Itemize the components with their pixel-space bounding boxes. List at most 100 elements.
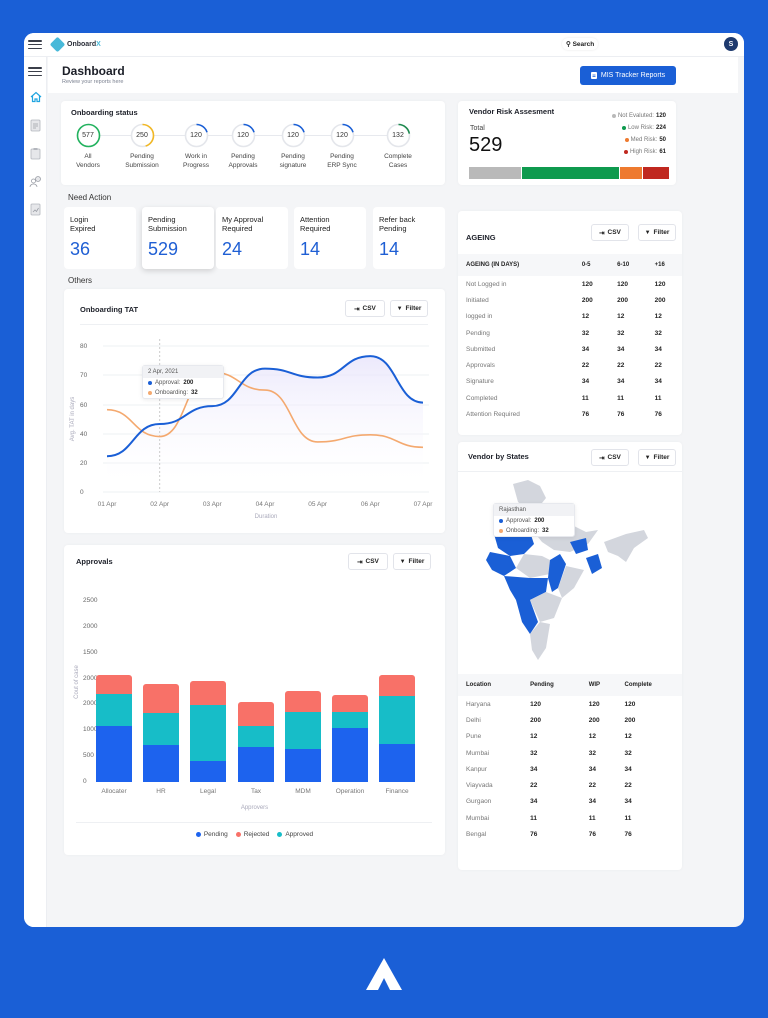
menu-icon[interactable] xyxy=(28,40,42,49)
legend-item[interactable]: Approved xyxy=(277,831,313,838)
search-button[interactable]: ⚲ Search xyxy=(562,38,599,50)
tat-line-chart[interactable]: 0 20 40 60 70 80 01 Apr 02 Apr 03 Apr 04 Apr 05 Ap… xyxy=(64,289,445,533)
column-header: 6-10 xyxy=(609,254,647,276)
filter-icon: ▼ xyxy=(399,558,406,565)
x-tick: Finance xyxy=(385,788,409,795)
filter-button[interactable]: ▼ Filter xyxy=(638,224,676,241)
svg-text:40: 40 xyxy=(80,431,88,438)
page-title: Dashboard xyxy=(62,64,125,78)
progress-ring: 120 xyxy=(231,123,256,148)
status-item[interactable]: 577 All Vendors xyxy=(61,123,115,170)
need-action-value: 36 xyxy=(70,239,91,259)
need-action-card[interactable]: Login Expired 36 xyxy=(64,207,136,269)
bar-mdm[interactable] xyxy=(285,691,321,782)
status-label: ERP Sync xyxy=(327,162,357,169)
status-item[interactable]: 120 Pending Approvals xyxy=(216,123,270,170)
x-tick: Legal xyxy=(200,788,216,795)
svg-text:02 Apr: 02 Apr xyxy=(150,501,170,508)
map-tooltip: Rajasthan Approval: 200 Onboarding: 32 xyxy=(493,503,575,537)
export-icon: ⇥ xyxy=(354,305,360,313)
x-tick: HR xyxy=(156,788,166,795)
need-action-card[interactable]: My Approval Required 24 xyxy=(216,207,288,269)
progress-ring: 120 xyxy=(281,123,306,148)
table-row: Haryana 120 120 120 xyxy=(466,700,636,708)
filter-icon: ▼ xyxy=(396,305,403,312)
export-icon: ⇥ xyxy=(599,454,605,462)
csv-button[interactable]: ⇥ CSV xyxy=(591,224,629,241)
table-row: logged in 12 12 12 xyxy=(466,313,662,321)
status-value: 120 xyxy=(287,132,299,139)
risk-segment[interactable] xyxy=(521,167,619,179)
onboarding-tat-card: Onboarding TAT ⇥ CSV ▼ Filter 0 20 40 60 70 80 0… xyxy=(64,289,445,533)
x-tick: Operation xyxy=(335,788,365,795)
sidebar-menu-icon[interactable] xyxy=(28,67,42,76)
users-settings-icon[interactable] xyxy=(29,174,42,188)
csv-button[interactable]: ⇥ CSV xyxy=(345,300,385,317)
csv-button[interactable]: ⇥ CSV xyxy=(591,449,629,466)
bar-tax[interactable] xyxy=(238,702,274,782)
mis-tracker-reports-button[interactable]: MIS Tracker Reports xyxy=(580,66,676,85)
status-label: Submission xyxy=(125,162,159,169)
status-value: 120 xyxy=(336,132,348,139)
table-row: Viayvada 22 22 22 xyxy=(466,782,632,790)
svg-text:20: 20 xyxy=(80,460,88,467)
card-title: Approvals xyxy=(76,557,113,566)
filter-button[interactable]: ▼ Filter xyxy=(638,449,676,466)
filter-button[interactable]: ▼ Filter xyxy=(390,300,428,317)
svg-text:70: 70 xyxy=(80,372,88,379)
export-icon: ⇥ xyxy=(599,229,605,237)
bar-legal[interactable] xyxy=(190,680,226,782)
bar-finance[interactable] xyxy=(379,675,415,782)
status-item[interactable]: 120 Work in Progress xyxy=(169,123,223,170)
clipboard-icon[interactable] xyxy=(29,146,42,160)
legend-item[interactable]: Pending xyxy=(195,831,228,838)
status-item[interactable]: 120 Pending ERP Sync xyxy=(315,123,369,170)
bar-operation[interactable] xyxy=(332,694,368,782)
svg-text:80: 80 xyxy=(80,343,88,350)
bar-hr[interactable] xyxy=(143,684,179,782)
legend-item[interactable]: Rejected xyxy=(235,831,269,838)
y-tick: 1000 xyxy=(83,726,98,734)
progress-ring: 120 xyxy=(184,123,209,148)
csv-button[interactable]: ⇥ CSV xyxy=(348,553,388,570)
progress-ring: 120 xyxy=(330,123,355,148)
y-tick: 1500 xyxy=(83,648,98,656)
table-row: Initiated 200 200 200 xyxy=(466,296,666,304)
status-item[interactable]: 120 Pending signature xyxy=(266,123,320,170)
status-label: Pending xyxy=(281,153,305,160)
report-icon[interactable] xyxy=(29,202,42,216)
status-value: 132 xyxy=(392,132,404,139)
filter-button[interactable]: ▼ Filter xyxy=(393,553,431,570)
status-item[interactable]: 250 Pending Submission xyxy=(115,123,169,170)
need-action-card[interactable]: Refer back Pending 14 xyxy=(373,207,445,269)
risk-segment[interactable] xyxy=(619,167,642,179)
status-value: 250 xyxy=(136,132,148,139)
svg-text:06 Apr: 06 Apr xyxy=(361,501,381,508)
need-action-card[interactable]: Attention Required 14 xyxy=(294,207,366,269)
column-header: WIP xyxy=(580,674,617,696)
status-item[interactable]: 132 Complete Cases xyxy=(371,123,425,170)
others-heading: Others xyxy=(68,276,93,285)
y-tick: 500 xyxy=(83,752,94,760)
risk-segment[interactable] xyxy=(469,167,521,179)
table-row: Mumbai 11 11 11 xyxy=(466,814,632,822)
avatar[interactable]: S xyxy=(724,37,738,51)
need-action-card[interactable]: Pending Submission 529 xyxy=(142,207,214,269)
app-logo[interactable]: Onboard X xyxy=(49,36,101,53)
bar-allocater[interactable] xyxy=(96,675,132,782)
export-icon: ⇥ xyxy=(357,558,363,566)
status-label: Pending xyxy=(330,153,354,160)
document-icon[interactable] xyxy=(29,118,42,132)
status-label: Vendors xyxy=(76,162,100,169)
home-icon[interactable] xyxy=(29,90,42,104)
svg-text:Avg. TAT in days: Avg. TAT in days xyxy=(70,397,76,441)
status-value: 120 xyxy=(190,132,202,139)
vendor-risk-card: Vendor Risk Assesment Total 529 Not Eval… xyxy=(458,101,676,185)
column-header: Pending xyxy=(522,674,581,696)
india-map[interactable] xyxy=(458,472,682,662)
ageing-card: AGEING ⇥ CSV ▼ Filter AGEING (IN DAYS) 0-5 6… xyxy=(458,211,682,435)
table-row: Bengal 76 76 76 xyxy=(466,831,632,839)
status-label: Cases xyxy=(388,162,408,169)
risk-segment[interactable] xyxy=(642,167,669,179)
table-row: Gurgaon 34 34 34 xyxy=(466,798,632,806)
